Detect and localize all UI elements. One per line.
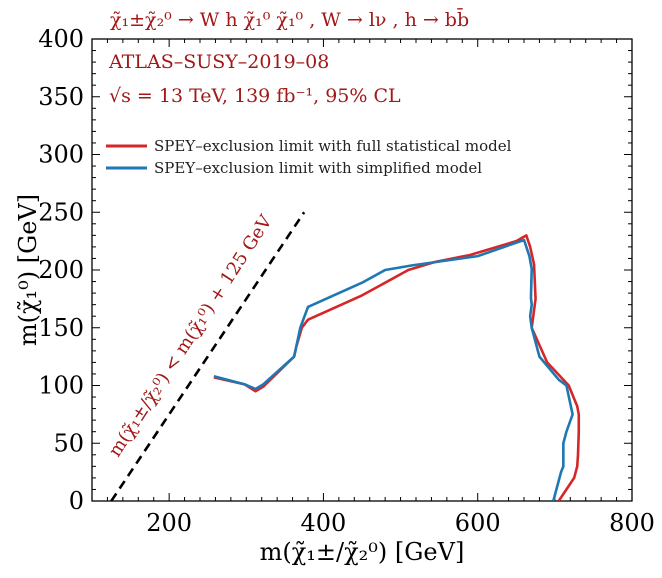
y-tick-label: 150 [38,314,84,342]
x-tick-label: 600 [455,509,501,537]
legend: SPEY–exclusion limit with full statistic… [106,137,512,177]
y-tick-label: 350 [38,83,84,111]
diagonal-label: m(χ̃₁±/χ̃₂⁰) < m(χ̃₁⁰) + 125 GeV [105,211,277,461]
y-tick-label: 50 [53,429,84,457]
y-tick-label: 100 [38,372,84,400]
y-tick-label: 400 [38,25,84,53]
kinematic-diagonal-line [110,211,306,501]
x-tick-label: 800 [609,509,655,537]
legend-label-simplified-model: SPEY–exclusion limit with simplified mod… [154,159,482,177]
series-layer [213,234,581,501]
y-tick-label: 0 [69,487,84,515]
conditions-label: √s = 13 TeV, 139 fb⁻¹, 95% CL [109,85,401,107]
x-axis-title: m(χ̃₁±/χ̃₂⁰) [GeV] [260,538,465,566]
x-tick-label: 400 [301,509,347,537]
tick-labels: 200 400 600 800 0 50 100 150 200 250 300 350 400 [38,25,655,537]
y-tick-label: 300 [38,141,84,169]
chart-title: χ̃₁±χ̃₂⁰ → W h χ̃₁⁰ χ̃₁⁰ , W → lν , h → … [110,7,469,31]
legend-label-full-model: SPEY–exclusion limit with full statistic… [154,137,512,155]
tick-marks [91,38,633,502]
y-axis-title: m(χ̃₁⁰) [GeV] [14,194,42,346]
series-line-full-model [213,234,581,501]
x-tick-label: 200 [146,509,192,537]
analysis-label: ATLAS–SUSY–2019–08 [108,51,329,73]
y-tick-label: 200 [38,256,84,284]
plot-frame [91,38,633,502]
series-line-simplified-model [213,238,574,501]
y-tick-label: 250 [38,198,84,226]
